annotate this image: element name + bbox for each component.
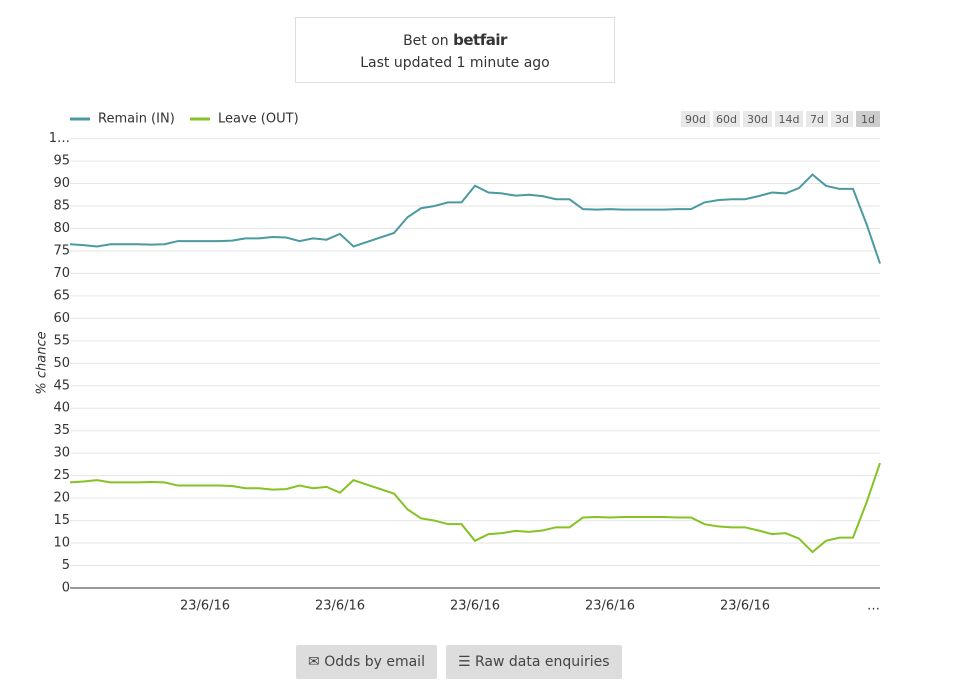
- range-button[interactable]: [806, 111, 828, 127]
- y-tick-label: 95: [53, 154, 70, 169]
- y-tick-label: 85: [53, 199, 70, 214]
- y-tick-label: 90: [53, 176, 70, 191]
- y-tick-label: 35: [53, 423, 70, 438]
- x-tick-label: …: [867, 599, 880, 614]
- range-label: 1d: [861, 113, 875, 126]
- y-tick-label: 75: [53, 243, 70, 258]
- y-tick-label: 45: [53, 378, 70, 393]
- y-tick-label: 50: [53, 356, 70, 371]
- y-tick-label: 70: [53, 266, 70, 281]
- y-tick-label: 25: [53, 468, 70, 483]
- x-tick-label: 23/6/16: [585, 599, 635, 614]
- y-tick-label: 10: [53, 536, 70, 551]
- range-button[interactable]: [743, 111, 772, 127]
- series-line: [69, 173, 881, 264]
- x-tick-label: 23/6/16: [720, 599, 770, 614]
- y-tick-label: 65: [53, 288, 70, 303]
- range-button[interactable]: [856, 111, 880, 127]
- y-tick-label: 55: [53, 333, 70, 348]
- source-box: Bet on betfair Last updated 1 minute ago: [295, 17, 615, 83]
- range-label: 30d: [747, 113, 768, 126]
- y-tick-label: 80: [53, 221, 70, 236]
- range-button[interactable]: [831, 111, 853, 127]
- bet-line: Bet on betfair: [296, 31, 614, 49]
- range-label: 7d: [810, 113, 824, 126]
- email-button[interactable]: ✉ Odds by email: [296, 645, 437, 679]
- y-tick-label: 1…: [49, 131, 70, 146]
- y-tick-label: 30: [53, 446, 70, 461]
- y-tick-label: 0: [62, 581, 70, 596]
- brand: betfair: [453, 31, 507, 49]
- raw-label: Raw data enquiries: [475, 654, 610, 670]
- y-tick-label: 15: [53, 513, 70, 528]
- bet-on: Bet on: [403, 33, 449, 49]
- x-tick-label: 23/6/16: [180, 599, 230, 614]
- range-label: 60d: [716, 113, 737, 126]
- range-label: 14d: [779, 113, 800, 126]
- series-line: [69, 462, 881, 554]
- range-label: 3d: [835, 113, 849, 126]
- chart: % chance 0 5 10 15 20 25 30 35 40 45 50 55 60 65 70 75 8…: [35, 111, 881, 614]
- range-label: 90d: [685, 113, 706, 126]
- updated: Last updated 1 minute ago: [360, 55, 550, 71]
- y-axis-title: % chance: [35, 331, 50, 394]
- y-tick-label: 40: [53, 401, 70, 416]
- range-button[interactable]: [713, 111, 740, 127]
- x-tick-label: 23/6/16: [450, 599, 500, 614]
- x-tick-label: 23/6/16: [315, 599, 365, 614]
- legend-label: Leave (OUT): [218, 112, 299, 127]
- y-tick-label: 20: [53, 491, 70, 506]
- y-tick-label: 60: [53, 311, 70, 326]
- range-button[interactable]: [681, 111, 710, 127]
- range-button[interactable]: [775, 111, 803, 127]
- raw-data-button[interactable]: ☰ Raw data enquiries: [446, 645, 622, 679]
- legend-label: Remain (IN): [98, 112, 175, 127]
- email-label: Odds by email: [324, 654, 425, 670]
- y-tick-label: 5: [62, 558, 70, 573]
